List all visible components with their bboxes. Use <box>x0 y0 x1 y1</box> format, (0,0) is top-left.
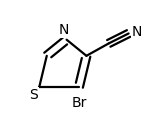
Text: Br: Br <box>71 96 87 110</box>
Text: N: N <box>59 23 69 37</box>
Text: S: S <box>29 89 37 102</box>
Text: N: N <box>132 25 142 39</box>
